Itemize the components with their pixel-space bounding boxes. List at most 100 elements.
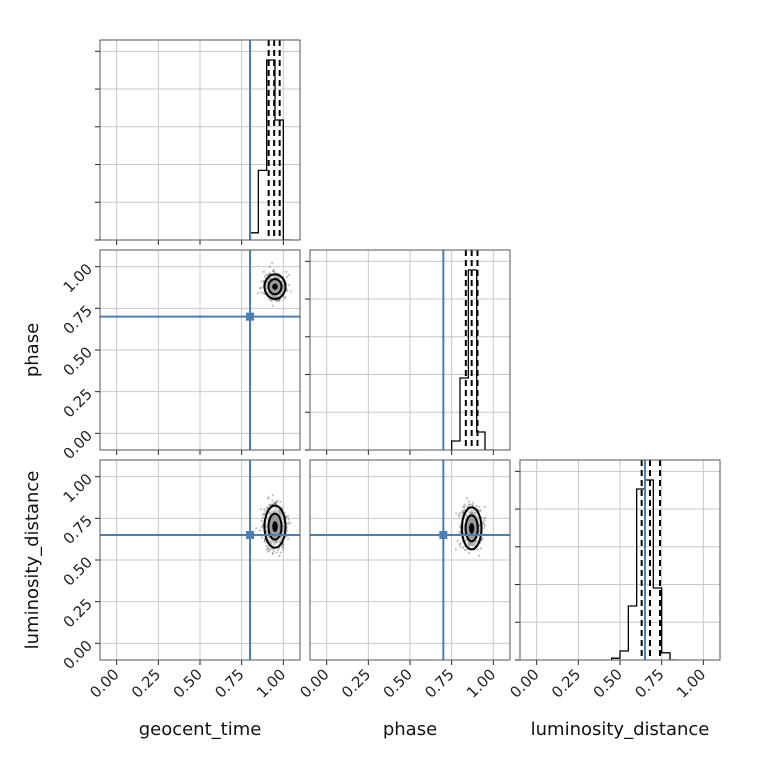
sample-point [267,497,270,500]
ytick-label: 0.75 [60,512,96,548]
density-core [272,283,278,290]
hist-bin-0 [250,233,258,240]
sample-point [266,546,270,549]
sample-point [261,516,264,519]
xtick-label: 0.50 [590,665,626,701]
xtick-label: 0.75 [211,665,247,701]
panel-geocent_time-luminosity_distance: 0.000.250.500.751.000.00 0.25 0.50 0.75 1.00 [60,459,301,702]
sample-point [464,549,467,552]
sample-point [271,270,275,273]
hist-bin-1 [460,378,468,450]
sample-point [458,515,461,518]
sample-point [461,546,464,549]
sample-point [263,539,267,542]
panel-frame [519,459,721,661]
sample-point [273,501,277,504]
sample-point [261,513,264,516]
sample-point [265,544,268,547]
panel-frame [309,249,511,451]
xtick-label: 0.00 [296,665,332,701]
sample-point [261,524,264,528]
sample-point [271,499,274,502]
histogram-geocent_time [249,59,292,240]
sample-point [463,503,466,506]
sample-point [457,513,460,517]
sample-point [461,511,465,514]
sample-point [476,548,479,551]
xtick-label: 1.00 [253,665,289,701]
xtick-label: 0.00 [86,665,122,701]
sample-point [259,508,262,511]
sample-point [483,516,486,520]
sample-point [456,539,459,543]
sample-point [281,507,284,510]
sample-point [274,271,277,274]
density-core [272,521,278,533]
sample-point [463,545,466,548]
sample-point [459,545,462,548]
sample-point [285,275,289,278]
sample-point [272,549,275,552]
sample-point [461,509,465,512]
sample-point [468,503,472,506]
sample-point [278,554,281,557]
sample-point [483,524,487,527]
sample-point [285,535,288,538]
sample-point [279,551,282,554]
x-axis-title-phase: phase [383,719,437,740]
sample-point [270,503,274,506]
sample-point [262,512,265,515]
truth-marker [246,531,254,539]
sample-point [465,505,469,508]
sample-point [277,299,281,302]
density-core [469,522,475,534]
sample-point [268,298,271,301]
truth-marker [439,531,448,539]
sample-point [468,552,471,555]
sample-point [271,494,274,497]
ytick-label: 0.75 [60,302,96,338]
sample-point [272,270,275,273]
xtick-label: 1.00 [463,665,499,701]
sample-point [275,551,278,554]
sample-point [268,548,271,551]
hist-bin-0 [452,441,460,450]
sample-point [459,530,462,533]
sample-point [274,501,277,504]
panel-frame [99,39,301,241]
sample-point [268,272,271,275]
sample-point [271,262,274,265]
sample-point [271,551,274,554]
sample-point [284,297,287,300]
ytick-label: 0.00 [60,637,96,673]
sample-point [263,508,266,511]
sample-point [266,506,269,509]
hist-bin-6 [662,653,670,660]
sample-point [283,511,287,514]
sample-point [259,286,262,290]
sample-point [263,540,266,543]
panel-luminosity_distance-luminosity_distance: 0.00 0.25 0.50 0.75 1.00 [506,459,721,702]
sample-point [479,547,483,550]
ytick-label: 1.00 [60,260,96,296]
sample-point [272,268,276,272]
sample-point [468,503,471,506]
sample-point [287,273,290,277]
hist-bin-1 [258,170,266,240]
panel-frame [99,459,301,661]
sample-point [287,518,290,521]
x-axis-title-luminosity_distance: luminosity_distance [531,719,710,740]
sample-point [262,291,265,295]
sample-point [475,505,478,508]
sample-point [262,270,265,273]
sample-point [471,504,474,507]
sample-point [458,511,461,515]
sample-point [266,550,269,553]
sample-point [275,299,278,303]
sample-point [273,501,276,504]
sample-point [276,499,279,502]
ytick-label: 1.00 [60,470,96,506]
sample-point [280,545,284,549]
sample-point [287,537,290,540]
sample-point [265,548,269,551]
